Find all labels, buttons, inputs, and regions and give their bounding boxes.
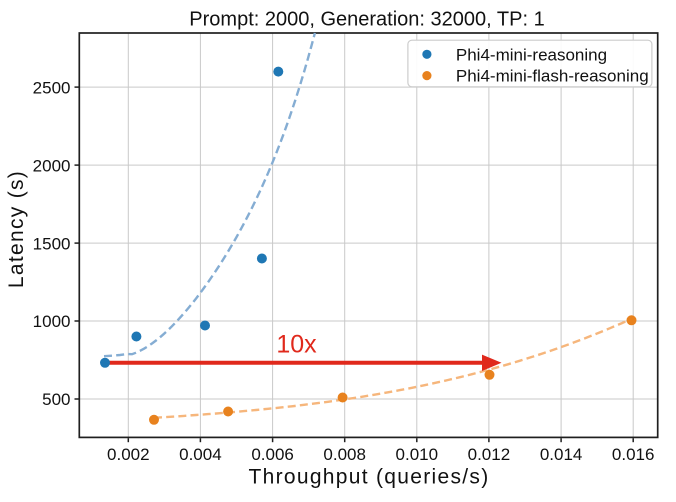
svg-text:Phi4-mini-reasoning: Phi4-mini-reasoning [456, 45, 607, 64]
svg-text:0.014: 0.014 [540, 445, 583, 464]
svg-text:Throughput (queries/s): Throughput (queries/s) [248, 466, 489, 489]
svg-text:0.016: 0.016 [612, 445, 655, 464]
svg-text:500: 500 [42, 390, 70, 409]
svg-text:1500: 1500 [33, 234, 71, 253]
svg-text:0.012: 0.012 [468, 445, 511, 464]
svg-text:Latency (s): Latency (s) [5, 170, 28, 288]
svg-text:Phi4-mini-flash-reasoning: Phi4-mini-flash-reasoning [456, 67, 649, 86]
svg-text:0.004: 0.004 [179, 445, 222, 464]
svg-text:2500: 2500 [33, 78, 71, 97]
svg-text:0.008: 0.008 [323, 445, 366, 464]
svg-text:0.010: 0.010 [396, 445, 439, 464]
svg-text:1000: 1000 [33, 312, 71, 331]
svg-text:0.002: 0.002 [107, 445, 150, 464]
svg-text:Prompt: 2000, Generation: 3200: Prompt: 2000, Generation: 32000, TP: 1 [189, 9, 544, 31]
svg-text:0.006: 0.006 [251, 445, 294, 464]
svg-text:2000: 2000 [33, 156, 71, 175]
svg-text:10x: 10x [276, 331, 317, 359]
